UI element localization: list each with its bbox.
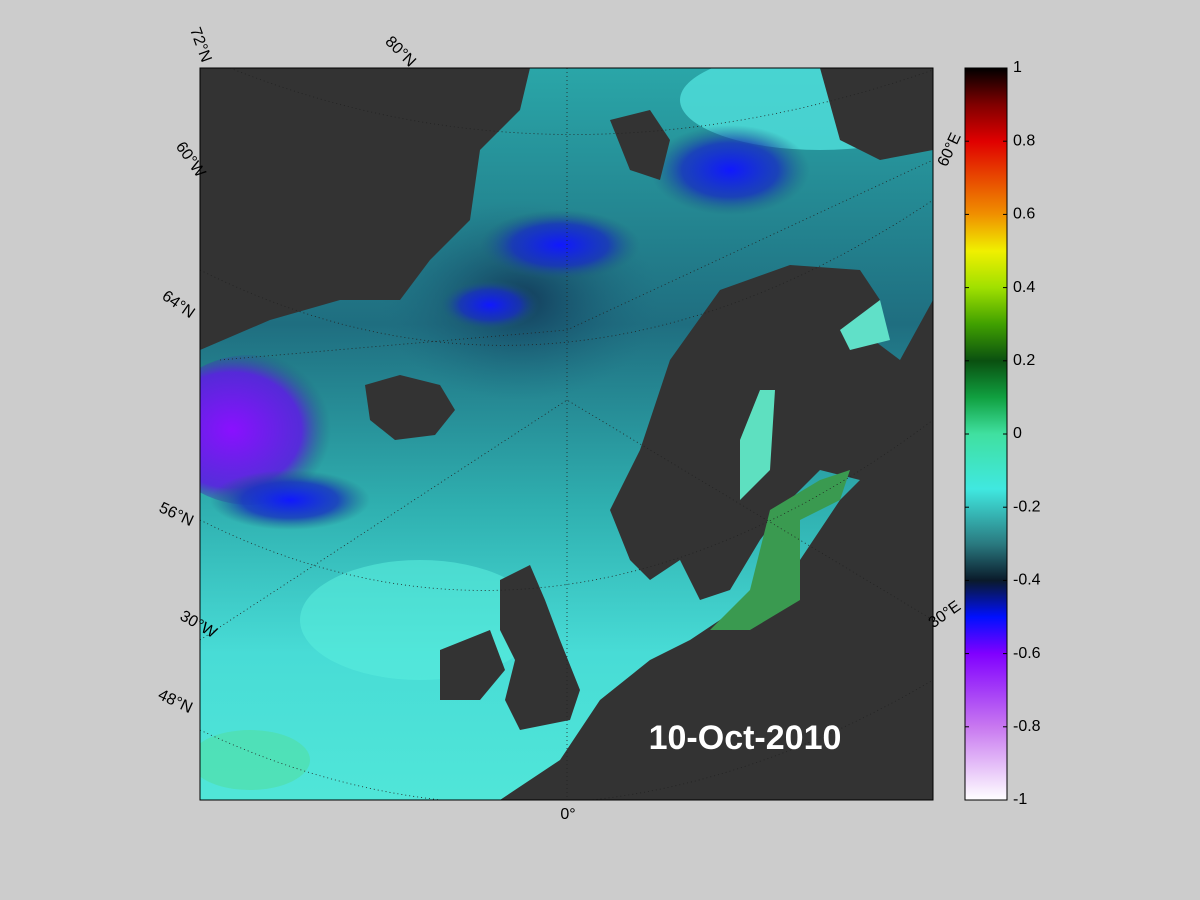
- land-greenland: [200, 68, 530, 350]
- land-ireland: [440, 630, 505, 700]
- colorbar-tick-label: -0.2: [1013, 498, 1041, 515]
- sea-white: [840, 300, 890, 350]
- ocean-shade: [210, 470, 370, 530]
- ocean-shade: [200, 355, 340, 505]
- colorbar-tick-label: 0.4: [1013, 279, 1035, 296]
- land-iceland: [365, 375, 455, 440]
- land-britain: [500, 565, 580, 730]
- colorbar: -1 -0.8 -0.6 -0.4 -0.2 0 0.2 0.4 0.6 0.8 1: [964, 59, 1041, 808]
- date-label: 10-Oct-2010: [649, 719, 842, 757]
- graticule-line: [219, 159, 933, 361]
- graticule-label: 64°N: [159, 288, 198, 322]
- graticule-label: 80°N: [382, 33, 419, 70]
- sea-bothnia: [740, 390, 775, 500]
- graticule: [200, 68, 933, 800]
- graticule-label: 48°N: [155, 686, 195, 717]
- colorbar-tick-label: -0.4: [1013, 572, 1041, 589]
- colorbar-tick-label: 0.8: [1013, 132, 1035, 149]
- graticule-label: 0°: [560, 806, 575, 823]
- colorbar-tick-label: -1: [1013, 791, 1027, 808]
- ocean-shade: [440, 280, 540, 330]
- sea-baltic: [710, 470, 850, 630]
- land-novaya: [820, 68, 933, 160]
- map-frame: [199, 67, 934, 801]
- ocean-shade: [200, 730, 310, 790]
- map-area: 10-Oct-2010: [200, 68, 933, 800]
- graticule-label: 60°E: [935, 130, 965, 169]
- colorbar-tick-label: 0: [1013, 425, 1022, 442]
- colorbar-tick-label: -0.6: [1013, 645, 1041, 662]
- land-svalbard: [610, 110, 670, 180]
- colorbar-tick-label: 1: [1013, 59, 1022, 76]
- ocean-shade: [650, 125, 810, 215]
- colorbar-tick-label: 0.6: [1013, 206, 1035, 223]
- graticule-label: 56°N: [156, 499, 196, 530]
- graticule-line: [229, 68, 933, 135]
- graticule-line: [200, 199, 933, 346]
- colorbar-tick-label: 0.2: [1013, 352, 1035, 369]
- colorbar-bar: [964, 67, 1008, 801]
- ocean-shade: [480, 210, 640, 280]
- land-europe: [500, 265, 933, 800]
- graticule-label: 72°N: [186, 25, 214, 64]
- colorbar-tick-label: -0.8: [1013, 718, 1041, 735]
